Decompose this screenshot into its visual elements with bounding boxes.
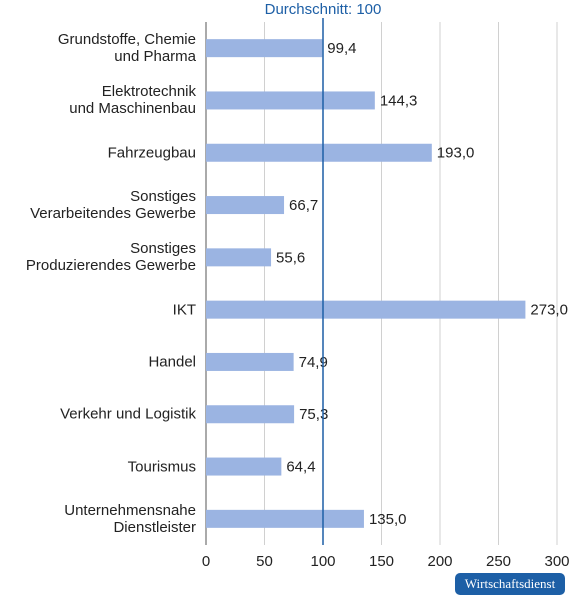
x-tick-label: 300 — [544, 553, 569, 570]
y-tick-label: Sonstiges Produzierendes Gewerbe — [25, 240, 196, 275]
bar — [206, 352, 294, 371]
value-label: 75,3 — [299, 406, 328, 423]
y-tick-label: Sonstiges Verarbeitendes Gewerbe — [30, 188, 196, 223]
x-tick-label: 50 — [256, 553, 273, 570]
bar — [206, 248, 272, 267]
bar — [206, 143, 432, 162]
bar — [206, 39, 323, 58]
y-tick-label: Tourismus — [127, 458, 196, 476]
y-tick-label: Fahrzeugbau — [107, 144, 196, 162]
x-tick-label: 200 — [427, 553, 452, 570]
y-tick-label: Verkehr und Logistik — [60, 405, 196, 423]
bar — [206, 457, 282, 476]
value-label: 135,0 — [369, 511, 407, 528]
x-tick-label: 0 — [202, 553, 210, 570]
y-tick-label: IKT — [172, 301, 196, 319]
value-label: 193,0 — [437, 145, 475, 162]
bar — [206, 91, 375, 110]
reference-label: Durchschnitt: 100 — [265, 1, 382, 18]
bar — [206, 196, 285, 215]
value-label: 144,3 — [380, 92, 418, 109]
x-tick-label: 100 — [310, 553, 335, 570]
value-label: 64,4 — [286, 459, 315, 476]
x-tick-label: 150 — [369, 553, 394, 570]
value-label: 55,6 — [276, 249, 305, 266]
y-tick-label: Grundstoffe, Chemie und Pharma — [57, 31, 196, 66]
source-badge: Wirtschaftsdienst — [455, 573, 565, 595]
bar — [206, 300, 526, 319]
bar — [206, 405, 295, 424]
y-tick-label: Unternehmensnahe Dienstleister — [64, 501, 196, 536]
value-label: 66,7 — [289, 197, 318, 214]
y-tick-label: Handel — [148, 353, 196, 371]
y-tick-label: Elektrotechnik und Maschinenbau — [69, 83, 196, 118]
bar — [206, 509, 364, 528]
x-tick-label: 250 — [486, 553, 511, 570]
value-label: 99,4 — [327, 40, 356, 57]
value-label: 74,9 — [299, 354, 328, 371]
value-label: 273,0 — [530, 302, 568, 319]
